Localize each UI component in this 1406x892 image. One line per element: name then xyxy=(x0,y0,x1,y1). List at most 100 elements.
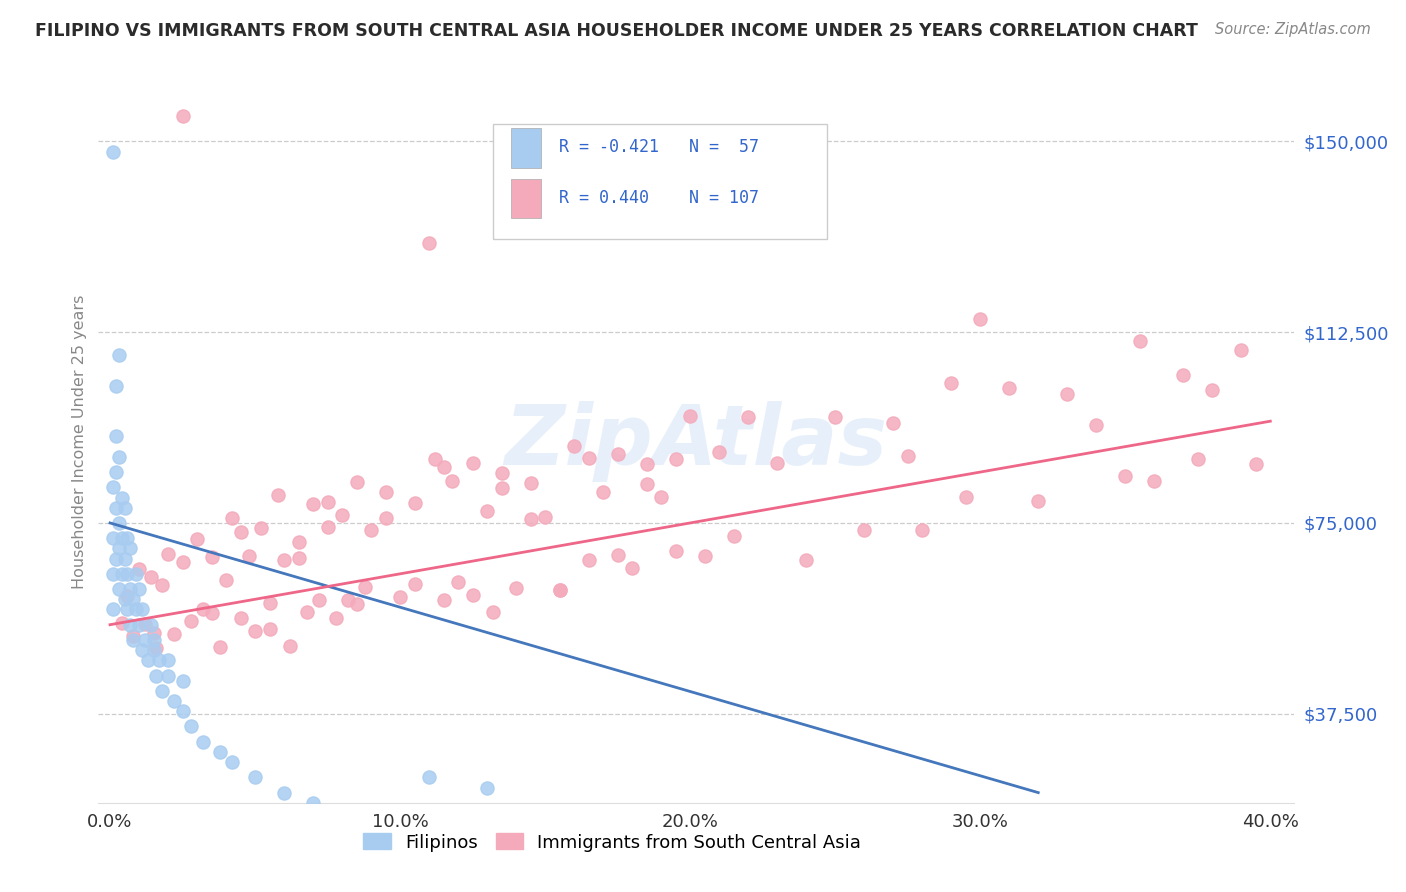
Point xyxy=(128,617,150,632)
Point xyxy=(221,511,243,525)
Point xyxy=(101,531,124,545)
Point xyxy=(278,639,301,653)
Point xyxy=(122,629,145,643)
FancyBboxPatch shape xyxy=(510,128,541,168)
Point xyxy=(267,488,290,502)
Point xyxy=(163,694,186,708)
Point xyxy=(1230,343,1253,357)
Point xyxy=(1173,368,1195,382)
Point xyxy=(120,582,142,596)
Point xyxy=(548,583,571,598)
Point xyxy=(221,755,243,769)
Point xyxy=(911,523,934,537)
Y-axis label: Householder Income Under 25 years: Householder Income Under 25 years xyxy=(72,294,87,589)
Point xyxy=(665,452,688,467)
Point xyxy=(404,496,426,510)
Point xyxy=(209,640,232,654)
Point xyxy=(229,611,252,625)
Point xyxy=(209,745,232,759)
Point xyxy=(316,495,339,509)
Point xyxy=(172,673,194,688)
Point xyxy=(475,504,498,518)
Point xyxy=(273,553,295,567)
Point xyxy=(404,577,426,591)
Point xyxy=(172,109,194,123)
Point xyxy=(418,770,440,784)
Text: R = -0.421   N =  57: R = -0.421 N = 57 xyxy=(558,138,758,156)
Point xyxy=(548,583,571,598)
FancyBboxPatch shape xyxy=(494,124,828,239)
Point xyxy=(824,410,846,425)
Point xyxy=(441,474,464,488)
Point xyxy=(491,466,513,480)
Point xyxy=(114,592,136,607)
Point xyxy=(117,590,139,604)
Point xyxy=(679,409,702,423)
Point xyxy=(519,512,541,526)
Point xyxy=(191,602,214,616)
Point xyxy=(142,643,165,657)
Point xyxy=(360,524,382,538)
Point xyxy=(882,416,904,430)
Point xyxy=(423,451,446,466)
Point xyxy=(238,549,260,563)
Point xyxy=(131,643,153,657)
Point xyxy=(1187,451,1209,466)
Point xyxy=(346,475,368,489)
Point xyxy=(114,551,136,566)
Point xyxy=(1201,383,1223,397)
Point xyxy=(120,541,142,556)
Point xyxy=(142,625,165,640)
Point xyxy=(389,590,412,604)
Point xyxy=(107,450,129,464)
Point xyxy=(491,481,513,495)
Point xyxy=(191,735,214,749)
Point xyxy=(998,381,1021,395)
Point xyxy=(104,465,127,479)
Point xyxy=(111,615,134,630)
Point xyxy=(325,610,347,624)
Point xyxy=(114,500,136,515)
Text: FILIPINO VS IMMIGRANTS FROM SOUTH CENTRAL ASIA HOUSEHOLDER INCOME UNDER 25 YEARS: FILIPINO VS IMMIGRANTS FROM SOUTH CENTRA… xyxy=(35,22,1198,40)
Point xyxy=(794,552,817,566)
Point xyxy=(273,786,295,800)
Text: ZipAtlas: ZipAtlas xyxy=(505,401,887,482)
Point xyxy=(145,640,167,655)
Point xyxy=(101,602,124,616)
Point xyxy=(482,605,505,619)
Point xyxy=(374,485,396,500)
Point xyxy=(142,632,165,647)
Point xyxy=(1143,474,1166,488)
Point xyxy=(287,550,309,565)
Point xyxy=(117,531,139,545)
FancyBboxPatch shape xyxy=(510,178,541,219)
Point xyxy=(117,566,139,581)
Point xyxy=(111,566,134,581)
Point xyxy=(157,547,180,561)
Point xyxy=(650,490,672,504)
Point xyxy=(297,605,319,619)
Point xyxy=(125,566,148,581)
Point xyxy=(259,622,281,636)
Point xyxy=(374,510,396,524)
Point xyxy=(122,592,145,607)
Point xyxy=(243,770,266,784)
Point xyxy=(853,523,876,537)
Point xyxy=(172,555,194,569)
Point xyxy=(111,531,134,545)
Point xyxy=(101,566,124,581)
Text: Source: ZipAtlas.com: Source: ZipAtlas.com xyxy=(1215,22,1371,37)
Point xyxy=(1244,458,1267,472)
Point xyxy=(139,570,162,584)
Point xyxy=(157,668,180,682)
Point xyxy=(461,456,484,470)
Point xyxy=(636,477,658,491)
Point xyxy=(308,593,330,607)
Point xyxy=(316,520,339,534)
Point xyxy=(1085,417,1108,432)
Point xyxy=(447,574,470,589)
Point xyxy=(120,617,142,632)
Point xyxy=(433,460,456,475)
Point xyxy=(1056,387,1078,401)
Point xyxy=(534,509,557,524)
